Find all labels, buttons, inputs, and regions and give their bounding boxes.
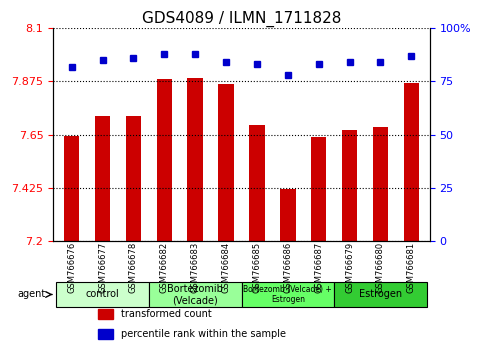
Text: percentile rank within the sample: percentile rank within the sample xyxy=(121,329,286,339)
FancyBboxPatch shape xyxy=(334,282,427,307)
Bar xyxy=(311,137,327,241)
Text: GSM766686: GSM766686 xyxy=(284,242,292,293)
Bar xyxy=(218,84,234,241)
Title: GDS4089 / ILMN_1711828: GDS4089 / ILMN_1711828 xyxy=(142,11,341,27)
Text: GSM766680: GSM766680 xyxy=(376,242,385,293)
Text: Bortezomb (Velcade) +
Estrogen: Bortezomb (Velcade) + Estrogen xyxy=(243,285,332,304)
Text: GSM766679: GSM766679 xyxy=(345,242,354,293)
Text: GSM766685: GSM766685 xyxy=(253,242,261,293)
Text: Estrogen: Estrogen xyxy=(359,290,402,299)
Text: GSM766678: GSM766678 xyxy=(129,242,138,293)
FancyBboxPatch shape xyxy=(56,282,149,307)
Bar xyxy=(64,136,79,241)
Text: GSM766687: GSM766687 xyxy=(314,242,323,293)
Text: GSM766684: GSM766684 xyxy=(222,242,230,293)
Bar xyxy=(342,130,357,241)
Bar xyxy=(373,127,388,241)
Text: GSM766681: GSM766681 xyxy=(407,242,416,293)
Text: control: control xyxy=(85,290,119,299)
Bar xyxy=(280,189,296,241)
Bar xyxy=(95,116,110,241)
Bar xyxy=(187,78,203,241)
Bar xyxy=(99,309,114,319)
Bar xyxy=(404,82,419,241)
Text: GSM766677: GSM766677 xyxy=(98,242,107,293)
FancyBboxPatch shape xyxy=(242,282,334,307)
Bar xyxy=(249,125,265,241)
FancyBboxPatch shape xyxy=(149,282,242,307)
Bar xyxy=(126,116,141,241)
Text: agent: agent xyxy=(17,290,45,299)
Text: transformed count: transformed count xyxy=(121,309,212,319)
Text: Bortezomib
(Velcade): Bortezomib (Velcade) xyxy=(167,284,223,305)
Bar xyxy=(156,79,172,241)
Bar xyxy=(99,329,114,339)
Text: GSM766682: GSM766682 xyxy=(160,242,169,293)
Text: GSM766683: GSM766683 xyxy=(191,242,199,293)
Text: GSM766676: GSM766676 xyxy=(67,242,76,293)
